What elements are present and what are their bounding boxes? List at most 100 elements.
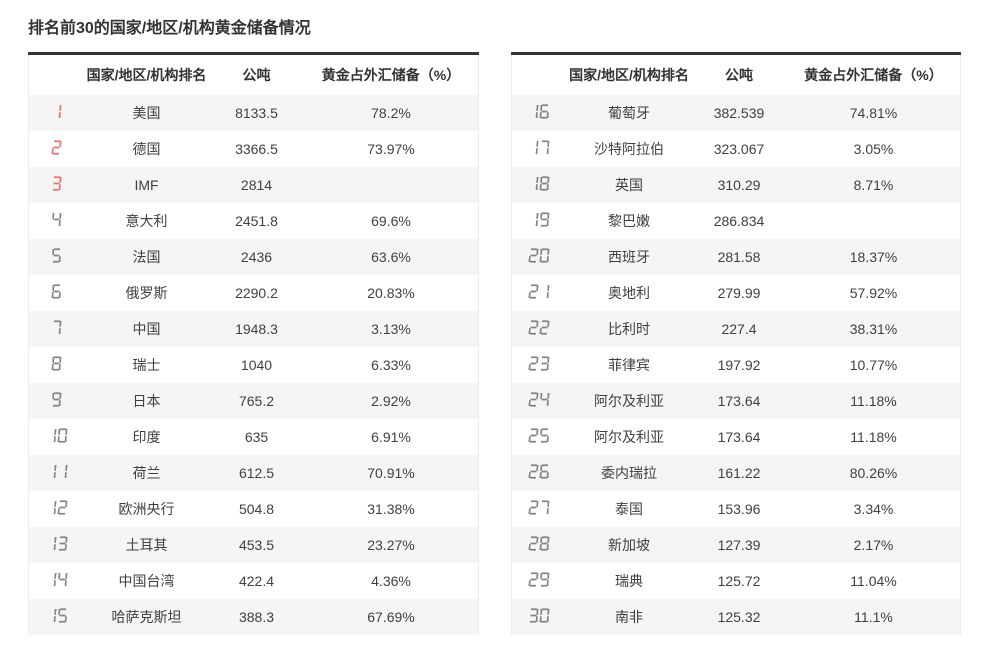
- tons-cell: 127.39: [717, 537, 761, 553]
- rank-cell: [29, 419, 85, 455]
- column-header-name: 国家/地区/机构排名: [567, 53, 691, 95]
- rank-cell: [511, 347, 567, 383]
- tons-cell: 161.22: [717, 465, 761, 481]
- country-name-cell: 意大利: [125, 213, 168, 229]
- pct-cell: 67.69%: [367, 609, 415, 625]
- rank-cell: [511, 527, 567, 563]
- table-row: 俄罗斯 2290.2 20.83%: [28, 275, 478, 311]
- rank-lcd-digits: [528, 284, 550, 299]
- country-name-cell: 法国: [132, 249, 161, 265]
- country-name-cell: 泰国: [615, 501, 643, 517]
- country-name-cell: 日本: [132, 393, 161, 409]
- column-header-tons: 公吨: [208, 53, 305, 95]
- rank-lcd-digits: [529, 608, 550, 623]
- column-header-name: 国家/地区/机构排名: [84, 53, 209, 95]
- rank-cell: [511, 599, 567, 635]
- pct-cell: [305, 167, 479, 203]
- tons-cell: 1040: [240, 357, 273, 373]
- table-row: 泰国 153.96 3.34%: [511, 491, 961, 527]
- rank-lcd-digits: [52, 176, 62, 191]
- pct-cell: 11.1%: [854, 609, 893, 625]
- page-title: 排名前30的国家/地区/机构黄金储备情况: [28, 20, 311, 37]
- rank-lcd-digits: [528, 356, 550, 371]
- rank-cell: [511, 383, 567, 419]
- gold-reserves-table-left: 国家/地区/机构排名 公吨 黄金占外汇储备（%） 美国 8133.5 78.2% 德国…: [28, 52, 479, 635]
- table-row: 意大利 2451.8 69.6%: [28, 203, 478, 239]
- table-row: 菲律宾 197.92 10.77%: [511, 347, 961, 383]
- tons-cell: 2814: [240, 177, 273, 193]
- table-row: 瑞士 1040 6.33%: [28, 347, 478, 383]
- rank-lcd-digits: [528, 428, 550, 443]
- country-name-cell: 中国台湾: [118, 573, 175, 589]
- rank-lcd-digits: [528, 464, 550, 479]
- tons-cell: 197.92: [717, 357, 761, 373]
- table-row: 委内瑞拉 161.22 80.26%: [511, 455, 961, 491]
- pct-cell: 23.27%: [367, 537, 415, 553]
- country-name-cell: 新加坡: [608, 537, 650, 553]
- table-row: 新加坡 127.39 2.17%: [511, 527, 961, 563]
- table-row: 美国 8133.5 78.2%: [28, 95, 478, 131]
- table-row: 欧洲央行 504.8 31.38%: [28, 491, 478, 527]
- tons-cell: 323.067: [713, 141, 765, 157]
- pct-cell: 31.38%: [367, 501, 415, 517]
- rank-lcd-digits: [46, 608, 67, 623]
- country-name-cell: 荷兰: [132, 465, 161, 481]
- pct-cell: 4.36%: [371, 573, 411, 589]
- table-row: 哈萨克斯坦 388.3 67.69%: [28, 599, 478, 635]
- tons-cell: 125.32: [717, 609, 761, 625]
- tons-cell: 382.539: [713, 105, 765, 121]
- pct-cell: 69.6%: [371, 213, 411, 229]
- country-name-cell: 黎巴嫩: [608, 213, 650, 229]
- pct-cell: 18.37%: [849, 249, 898, 265]
- rank-lcd-digits: [52, 392, 62, 407]
- rank-lcd-digits: [52, 320, 62, 335]
- tons-cell: 2451.8: [235, 213, 278, 229]
- tons-cell: 3366.5: [235, 141, 278, 157]
- column-header-pct: 黄金占外汇储备（%）: [304, 53, 478, 95]
- rank-lcd-digits: [528, 392, 550, 407]
- table-row: IMF 2814: [28, 167, 479, 203]
- pct-cell: 80.26%: [849, 465, 898, 481]
- tons-cell: 635: [244, 429, 269, 445]
- pct-cell: 70.91%: [367, 465, 415, 481]
- rank-lcd-digits: [528, 500, 550, 515]
- tons-cell: 422.4: [238, 573, 275, 589]
- rank-lcd-digits: [52, 248, 62, 263]
- table-row: 荷兰 612.5 70.91%: [28, 455, 478, 491]
- rank-cell: [29, 383, 85, 419]
- pct-cell: 2.17%: [853, 537, 894, 553]
- pct-cell: 6.91%: [371, 429, 411, 445]
- tons-cell: 286.834: [713, 213, 765, 229]
- country-name-cell: 南非: [615, 609, 643, 625]
- rank-cell: [29, 347, 85, 383]
- rank-lcd-digits: [529, 104, 550, 119]
- country-name-cell: 西班牙: [608, 249, 650, 265]
- pct-cell: 57.92%: [849, 285, 898, 301]
- tons-cell: 281.58: [717, 249, 761, 265]
- pct-cell: 6.33%: [371, 357, 411, 373]
- tons-cell: 227.4: [721, 321, 757, 337]
- country-name-cell: 委内瑞拉: [601, 465, 657, 481]
- country-name-cell: 比利时: [608, 321, 650, 337]
- rank-cell: [511, 311, 567, 347]
- table-row: 法国 2436 63.6%: [28, 239, 478, 275]
- rank-cell: [29, 167, 85, 203]
- pct-cell: 38.31%: [849, 321, 898, 337]
- table-row: 瑞典 125.72 11.04%: [511, 563, 961, 599]
- rank-cell: [29, 491, 85, 527]
- rank-lcd-digits: [46, 572, 68, 587]
- tons-cell: 1948.3: [235, 321, 278, 337]
- country-name-cell: IMF: [134, 177, 159, 193]
- table-row: 印度 635 6.91%: [28, 419, 478, 455]
- rank-lcd-digits: [528, 320, 550, 335]
- table-row: 英国 310.29 8.71%: [511, 167, 961, 203]
- header-row: 国家/地区/机构排名 公吨 黄金占外汇储备（%）: [28, 53, 478, 95]
- country-name-cell: 印度: [132, 429, 161, 445]
- pct-cell: 10.77%: [849, 357, 898, 373]
- rank-lcd-digits: [528, 536, 550, 551]
- country-name-cell: 哈萨克斯坦: [111, 609, 182, 625]
- tons-cell: 173.64: [717, 393, 761, 409]
- rank-cell: [511, 167, 567, 203]
- rank-lcd-digits: [51, 284, 62, 299]
- country-name-cell: 欧洲央行: [118, 501, 175, 517]
